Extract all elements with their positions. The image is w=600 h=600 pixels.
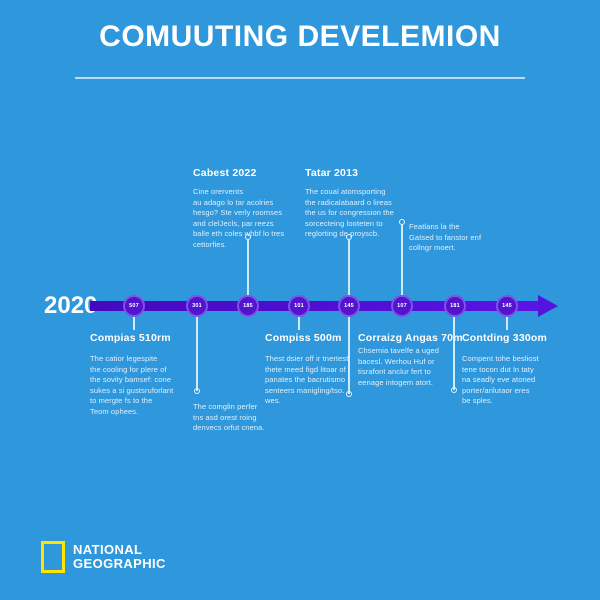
natgeo-frame-icon (41, 541, 65, 573)
event-heading: Contding 330om (462, 332, 548, 344)
event-block-below-4: Corraizg Angas 70m Chsemia tavelfe a uge… (358, 332, 464, 388)
connector-line (196, 306, 198, 391)
event-block-below-3: Compiss 500m Thest dsier off ir tnertest… (265, 332, 377, 407)
node-label: 145 (344, 303, 354, 309)
node-label: 507 (129, 303, 139, 309)
connector-dot (346, 391, 352, 397)
timeline-year-label: 2020 (44, 292, 98, 319)
event-block-above-2: Tatar 2013 The coual atomsporting the ra… (305, 167, 423, 240)
event-body: Chsemia tavelfe a uged bacesl. Werhou Hu… (358, 346, 439, 387)
connector-dot (194, 388, 200, 394)
event-block-below-2: The comglin perfer tns asd orest roing d… (193, 402, 318, 434)
event-heading: Tatar 2013 (305, 167, 359, 179)
event-heading: Compias 510rm (90, 332, 171, 344)
event-block-above-3: Featlans la the Gatsed to fanstor enf co… (409, 222, 514, 254)
connector-line (247, 240, 249, 306)
connector-dot (346, 234, 352, 240)
timeline-arrow-icon (538, 295, 558, 317)
natgeo-logo-line1: NATIONAL (73, 541, 143, 557)
connector-line (348, 240, 350, 306)
node-label: 185 (243, 303, 253, 309)
natgeo-logo-text: NATIONAL GEOGRAPHIC (73, 541, 166, 572)
event-body: The coual atomsporting the radicalabaard… (305, 187, 394, 238)
connector-line (453, 306, 455, 390)
natgeo-logo: NATIONAL GEOGRAPHIC (41, 541, 166, 573)
event-body: Thest dsier off ir tnertest thete meed f… (265, 354, 349, 405)
event-body: Cine orervents au adago lo tar acolries … (193, 187, 285, 249)
event-body: Compent tohe besliost tene tocon dut ln … (462, 354, 539, 405)
connector-dot (399, 219, 405, 225)
event-block-above-1: Cabest 2022 Cine orervents au adago lo t… (193, 167, 301, 250)
connector-line (401, 225, 403, 306)
node-label: 107 (397, 303, 407, 309)
timeline-node-7: 181 (444, 295, 466, 317)
node-label: 145 (502, 303, 512, 309)
natgeo-logo-line2: GEOGRAPHIC (73, 556, 166, 571)
event-heading: Cabest 2022 (193, 167, 257, 179)
event-block-below-1: Compias 510rm The catior legespite the c… (90, 332, 208, 417)
timeline-bar (90, 301, 540, 311)
timeline-node-6: 107 (391, 295, 413, 317)
event-heading: Corraizg Angas 70m (358, 332, 463, 344)
timeline-node-2: 301 (186, 295, 208, 317)
event-block-below-5: Contding 330om Compent tohe besliost ten… (462, 332, 568, 407)
event-body: Featlans la the Gatsed to fanstor enf co… (409, 222, 482, 252)
connector-line (133, 306, 135, 330)
title-divider (75, 77, 525, 79)
event-body: The catior legespite the cooling for ple… (90, 354, 174, 416)
page-title: COMUUTING DEVELEMION (99, 20, 501, 53)
timeline-node-4: 101 (288, 295, 310, 317)
node-label: 101 (294, 303, 304, 309)
connector-line (348, 306, 350, 394)
connector-dot (451, 387, 457, 393)
node-label: 301 (192, 303, 202, 309)
connector-line (298, 306, 300, 330)
timeline-node-8: 145 (496, 295, 518, 317)
event-heading: Compiss 500m (265, 332, 342, 344)
connector-line (506, 306, 508, 330)
timeline-node-3: 185 (237, 295, 259, 317)
node-label: 181 (450, 303, 460, 309)
event-body: The comglin perfer tns asd orest roing d… (193, 402, 265, 432)
timeline-node-5: 145 (338, 295, 360, 317)
connector-dot (245, 234, 251, 240)
timeline-node-1: 507 (123, 295, 145, 317)
